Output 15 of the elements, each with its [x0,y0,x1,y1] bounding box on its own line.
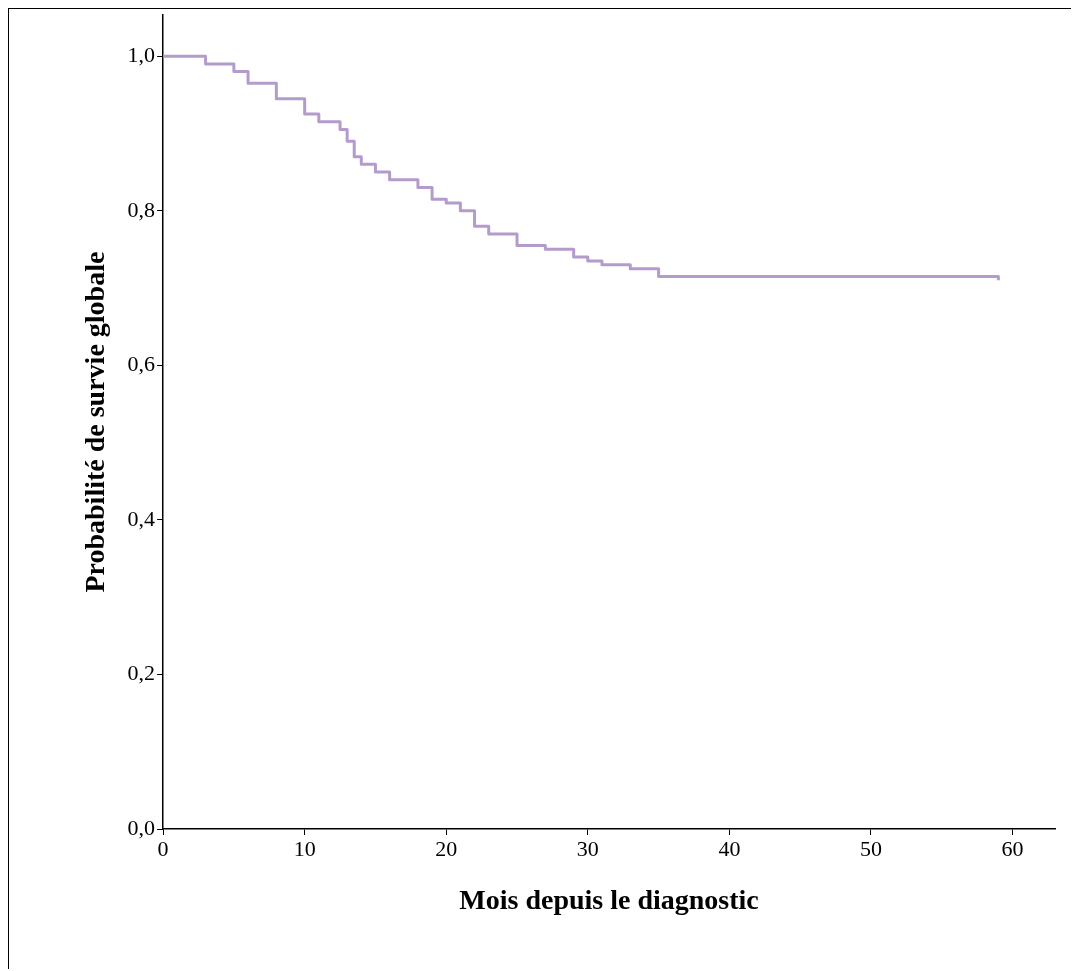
x-tick-label: 40 [718,835,741,861]
y-tick-label: 0,4 [127,505,156,531]
x-tick-label: 20 [435,835,458,861]
y-tick-label: 0,0 [127,814,156,840]
x-tick-label: 10 [293,835,316,861]
y-tick-label: 0,8 [127,196,156,222]
y-tick-label: 1,0 [127,41,156,67]
x-axis-title: Mois depuis le diagnostic [459,884,759,916]
x-tick-label: 30 [576,835,599,861]
x-tick-label: 50 [859,835,882,861]
x-tick-label: 60 [1001,835,1024,861]
y-axis-title: Probabilité de survie globale [79,251,111,593]
y-tick-label: 0,2 [127,660,156,686]
x-tick-label: 0 [157,835,169,861]
y-tick-label: 0,6 [127,351,156,377]
